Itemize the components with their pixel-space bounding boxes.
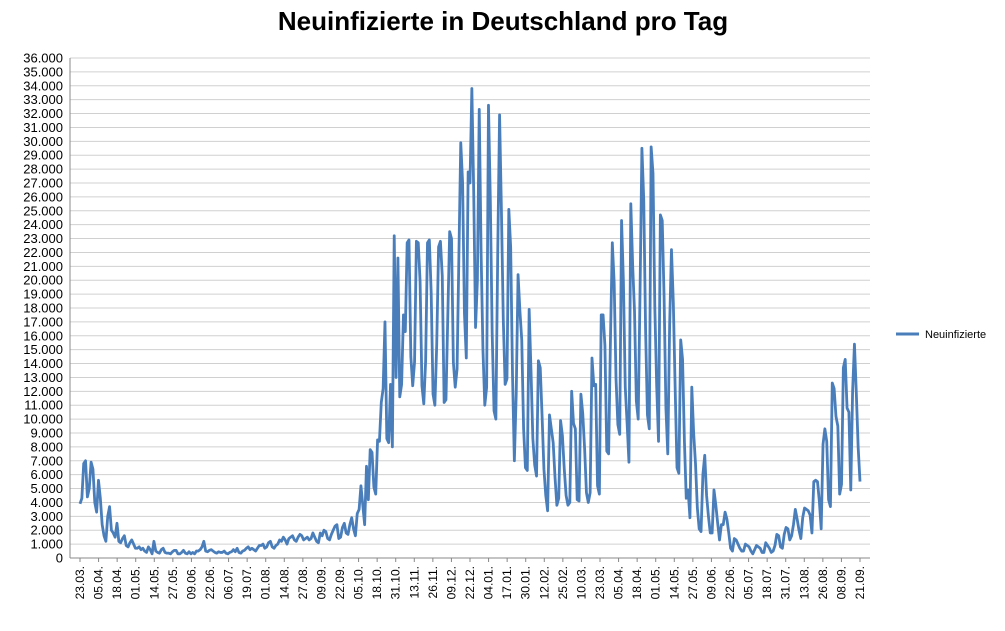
- x-tick-label: 21.09.: [853, 566, 867, 599]
- y-tick-label: 10.000: [23, 412, 63, 427]
- x-tick-label: 05.07.: [742, 566, 756, 599]
- y-tick-label: 34.000: [23, 78, 63, 93]
- chart-title: Neuinfizierte in Deutschland pro Tag: [278, 6, 728, 36]
- y-tick-label: 20.000: [23, 273, 63, 288]
- y-tick-label: 27.000: [23, 176, 63, 191]
- y-tick-label: 4.000: [30, 495, 63, 510]
- y-tick-label: 25.000: [23, 203, 63, 218]
- legend-label: Neuinfizierte: [925, 329, 986, 341]
- x-tick-label: 09.09.: [314, 566, 328, 599]
- x-tick-label: 31.10.: [389, 566, 403, 599]
- y-tick-label: 36.000: [23, 51, 63, 66]
- y-tick-label: 8.000: [30, 439, 63, 454]
- x-tick-label: 18.07.: [760, 566, 774, 599]
- y-tick-label: 29.000: [23, 148, 63, 163]
- y-tick-label: 12.000: [23, 384, 63, 399]
- x-tick-label: 27.05.: [686, 566, 700, 599]
- x-tick-label: 31.07.: [779, 566, 793, 599]
- x-tick-label: 18.10.: [370, 566, 384, 599]
- x-tick-label: 05.10.: [352, 566, 366, 599]
- x-tick-label: 26.08.: [816, 566, 830, 599]
- y-tick-label: 32.000: [23, 106, 63, 121]
- x-tick-label: 22.09.: [333, 566, 347, 599]
- y-tick-label: 16.000: [23, 328, 63, 343]
- x-tick-label: 06.07.: [222, 566, 236, 599]
- x-tick-label: 27.08.: [296, 566, 310, 599]
- x-tick-label: 13.08.: [797, 566, 811, 599]
- legend: Neuinfizierte: [896, 329, 986, 341]
- y-tick-label: 0: [56, 551, 63, 566]
- x-tick-label: 01.08.: [259, 566, 273, 599]
- series-layer: [78, 87, 862, 556]
- y-tick-label: 24.000: [23, 217, 63, 232]
- x-tick-label: 04.01.: [482, 566, 496, 599]
- y-tick-label: 35.000: [23, 64, 63, 79]
- y-tick-label: 28.000: [23, 162, 63, 177]
- y-tick-label: 13.000: [23, 370, 63, 385]
- x-axis: 23.03. 05.04. 18.04. 01.05. 14.05. 27.05. 09.0…: [73, 558, 867, 599]
- x-tick-label: 26.11.: [426, 566, 440, 598]
- y-tick-label: 23.000: [23, 231, 63, 246]
- x-tick-label: 22.06.: [203, 566, 217, 599]
- y-tick-label: 3.000: [30, 509, 63, 524]
- x-tick-label: 09.06.: [184, 566, 198, 599]
- y-tick-label: 22.000: [23, 245, 63, 260]
- y-tick-label: 26.000: [23, 189, 63, 204]
- gridlines: [70, 57, 870, 559]
- x-tick-label: 12.02.: [537, 566, 551, 599]
- y-tick-label: 2.000: [30, 523, 63, 538]
- y-tick-label: 7.000: [30, 453, 63, 468]
- y-axis: 01.0002.0003.0004.0005.0006.0007.0008.00…: [23, 51, 71, 566]
- x-tick-label: 09.12.: [444, 566, 458, 599]
- x-tick-label: 05.04.: [92, 566, 106, 599]
- x-tick-label: 13.11.: [407, 566, 421, 598]
- y-tick-label: 1.000: [30, 537, 63, 552]
- y-tick-label: 18.000: [23, 301, 63, 316]
- x-tick-label: 05.04.: [612, 566, 626, 599]
- y-tick-label: 11.000: [24, 398, 63, 413]
- y-tick-label: 15.000: [23, 342, 63, 357]
- y-tick-label: 31.000: [23, 120, 63, 135]
- x-tick-label: 23.03.: [73, 566, 87, 599]
- x-tick-label: 27.05.: [166, 566, 180, 599]
- y-tick-label: 19.000: [23, 287, 63, 302]
- x-tick-label: 30.01.: [519, 566, 533, 599]
- y-tick-label: 30.000: [23, 134, 63, 149]
- x-tick-label: 08.09.: [834, 566, 848, 599]
- x-tick-label: 14.05.: [147, 566, 161, 599]
- x-tick-label: 01.05.: [649, 566, 663, 599]
- x-tick-label: 22.06.: [723, 566, 737, 599]
- y-tick-label: 5.000: [30, 481, 63, 496]
- x-tick-label: 09.06.: [704, 566, 718, 599]
- x-tick-label: 14.08.: [277, 566, 291, 599]
- x-tick-label: 10.03.: [574, 566, 588, 599]
- y-tick-label: 9.000: [30, 426, 63, 441]
- y-tick-label: 17.000: [23, 314, 63, 329]
- x-tick-label: 22.12.: [463, 566, 477, 599]
- y-tick-label: 14.000: [23, 356, 63, 371]
- x-tick-label: 23.03.: [593, 566, 607, 599]
- x-tick-label: 18.04.: [110, 566, 124, 599]
- x-tick-label: 19.07.: [240, 566, 254, 599]
- x-tick-label: 17.01.: [500, 566, 514, 599]
- x-tick-label: 18.04.: [630, 566, 644, 599]
- series-line-0: [78, 87, 862, 556]
- x-tick-label: 01.05.: [129, 566, 143, 599]
- x-tick-label: 14.05.: [667, 566, 681, 599]
- y-tick-label: 6.000: [30, 467, 63, 482]
- y-tick-label: 21.000: [23, 259, 63, 274]
- y-tick-label: 33.000: [23, 92, 63, 107]
- x-tick-label: 25.02.: [556, 566, 570, 599]
